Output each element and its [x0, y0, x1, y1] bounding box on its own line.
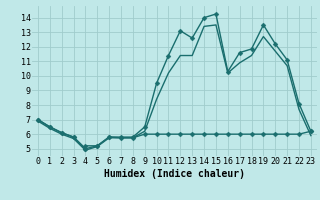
X-axis label: Humidex (Indice chaleur): Humidex (Indice chaleur)	[104, 169, 245, 179]
